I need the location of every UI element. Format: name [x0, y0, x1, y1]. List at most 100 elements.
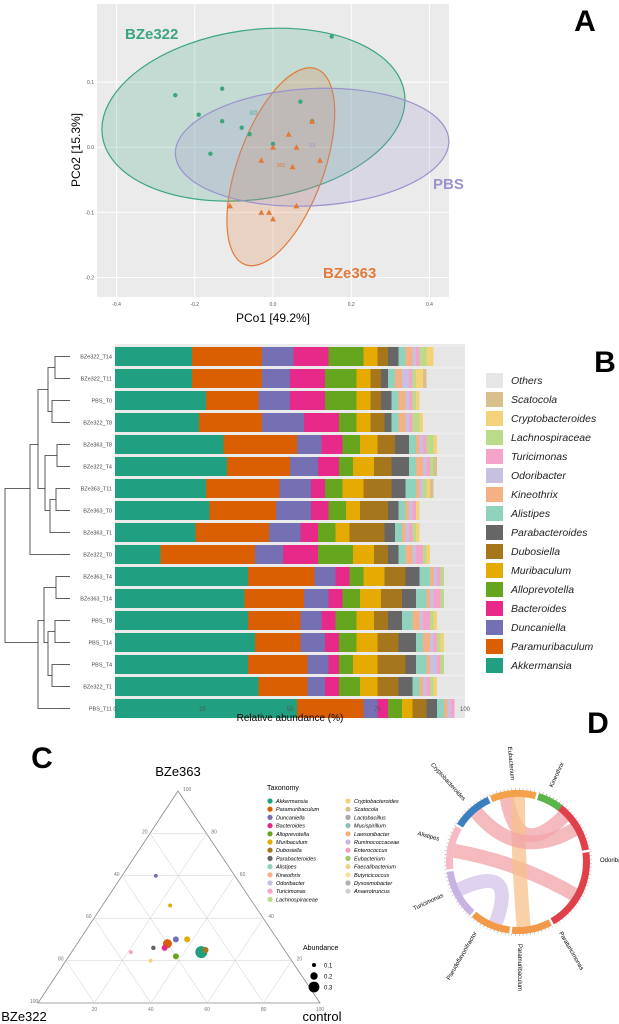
- bar-category-label: BZe363_T1: [83, 531, 112, 537]
- bar-segment-muribaculum: [363, 567, 385, 586]
- ternary-legend-label: Lactobacillus: [354, 815, 386, 821]
- bar-segment-parabacteroides: [391, 479, 406, 498]
- chord-tick: [464, 810, 467, 813]
- dendrogram-branch: [4, 488, 38, 643]
- bar-segment-turicimonas: [409, 413, 413, 432]
- bar-segment-akkermansia: [115, 413, 199, 432]
- bar-segment-cryptobacteroides: [416, 501, 420, 520]
- chord-tick: [562, 918, 564, 921]
- ternary-legend-dot: [267, 831, 273, 837]
- bar-segment-odoribacter: [433, 567, 437, 586]
- bar-segment-scatocola: [430, 479, 434, 498]
- ternary-tick-label: 100: [30, 999, 39, 1005]
- bar-segment-kineothrix: [430, 567, 434, 586]
- dendrogram-branch: [44, 455, 57, 511]
- bar-category-label: PBS_T11: [89, 707, 112, 713]
- legend-label-akkermansia: Akkermansia: [510, 660, 572, 672]
- bar-segment-others: [419, 391, 465, 410]
- bar-segment-parabacteroides: [398, 677, 413, 696]
- bar-segment-kineothrix: [444, 699, 448, 718]
- ternary-legend-dot: [267, 888, 273, 894]
- bar-segment-turicimonas: [437, 567, 441, 586]
- bar-segment-parabacteroides: [391, 457, 409, 476]
- bar-segment-lachnospiraceae: [440, 589, 444, 608]
- legend-label-scatocola: Scatocola: [511, 394, 557, 406]
- ternary-top-vertex-label: BZe363: [155, 764, 201, 779]
- chord-label: Cryptobacteroides: [429, 762, 466, 802]
- chord-tick: [584, 834, 587, 836]
- chord-tick: [453, 824, 456, 827]
- pcoa-centroid-label: 322: [249, 111, 258, 117]
- bar-segment-bacteroides: [325, 633, 339, 652]
- bar-segment-alloprevotella: [325, 391, 357, 410]
- bar-segment-alloprevotella: [318, 523, 336, 542]
- bar-segment-others: [444, 589, 465, 608]
- bar-segment-paramuribaculum: [199, 413, 262, 432]
- dendrogram-branch: [37, 389, 48, 489]
- bar-segment-alloprevotella: [335, 611, 357, 630]
- bar-segment-turicimonas: [416, 545, 423, 564]
- ternary-legend-label: Scatocola: [354, 807, 378, 813]
- pcoa-point: [270, 215, 276, 222]
- bar-segment-others: [437, 435, 465, 454]
- chord-tick: [587, 881, 590, 883]
- ternary-legend-dot: [345, 864, 351, 870]
- ternary-size-label: 0.2: [324, 975, 333, 981]
- pcoa-centroid-label: 363: [277, 163, 286, 169]
- bar-segment-turicimonas: [433, 589, 441, 608]
- bar-segment-kineothrix: [416, 435, 420, 454]
- bar-segment-dubosiella: [377, 347, 388, 366]
- chord-tick: [451, 894, 454, 896]
- ternary-point: [168, 903, 173, 908]
- bar-segment-bacteroides: [318, 457, 339, 476]
- chord-tick: [470, 805, 472, 807]
- ternary-legend-label: Dysosmobacter: [354, 881, 393, 887]
- ternary-size-dot: [312, 963, 316, 967]
- bar-segment-kineothrix: [398, 413, 406, 432]
- bar-segment-paramuribaculum: [209, 501, 276, 520]
- dendrogram-branch: [56, 444, 60, 467]
- chord-tick: [559, 920, 561, 923]
- bar-segment-dubosiella: [370, 413, 385, 432]
- bar-segment-parabacteroides: [388, 501, 399, 520]
- ternary-legend-label: Akkermansia: [275, 799, 308, 805]
- bar-segment-others: [437, 611, 465, 630]
- pcoa-y-tick-label: -0.2: [85, 275, 94, 281]
- bar-segment-muribaculum: [360, 435, 378, 454]
- ternary-size-dot: [308, 981, 320, 993]
- bar-segment-alistipes: [437, 699, 444, 718]
- chord-tick: [479, 923, 482, 926]
- bar-category-label: BZe322_T4: [83, 465, 112, 471]
- bar-x-tick-label: 25: [199, 707, 206, 713]
- ternary-tick-label: 60: [86, 914, 92, 920]
- bar-segment-alloprevotella: [339, 655, 353, 674]
- ternary-tick-label: 80: [58, 957, 64, 963]
- bar-segment-dubosiella: [381, 589, 402, 608]
- bar-category-label: PBS_T4: [92, 663, 112, 669]
- legend-swatch-parabacteroides: [486, 525, 503, 540]
- chord-tick: [455, 822, 458, 825]
- pcoa-x-tick-label: 0.0: [270, 302, 277, 308]
- chord-tick: [581, 895, 584, 897]
- ternary-panel: 20 20 20 40 40 40 60 60 60 80 80 80 100 100 100 BZe363…: [1, 764, 399, 1024]
- ternary-size-title: Abundance: [303, 945, 339, 952]
- chord-tick: [542, 792, 544, 795]
- chord-tick: [497, 931, 499, 934]
- bar-segment-alistipes: [391, 391, 399, 410]
- pcoa-point: [316, 157, 323, 163]
- pcoa-ellipse-bze363: [226, 67, 336, 267]
- bar-segment-kineothrix: [423, 633, 430, 652]
- bar-segment-alloprevotella: [325, 369, 357, 388]
- bar-segment-others: [444, 633, 465, 652]
- ternary-legend-dot: [345, 880, 351, 886]
- chord-tick: [476, 921, 478, 924]
- bar-segment-akkermansia: [115, 545, 161, 564]
- pcoa-x-tick-label: 0.4: [426, 302, 433, 308]
- pcoa-x-axis-label: PCo1 [49.2%]: [236, 311, 310, 325]
- chord-segment-alistipes: [446, 826, 462, 870]
- bar-segment-bacteroides: [290, 391, 325, 410]
- bar-segment-bacteroides: [283, 545, 318, 564]
- bar-segment-alistipes: [391, 413, 399, 432]
- bar-segment-odoribacter: [405, 413, 409, 432]
- bar-segment-others: [433, 347, 465, 366]
